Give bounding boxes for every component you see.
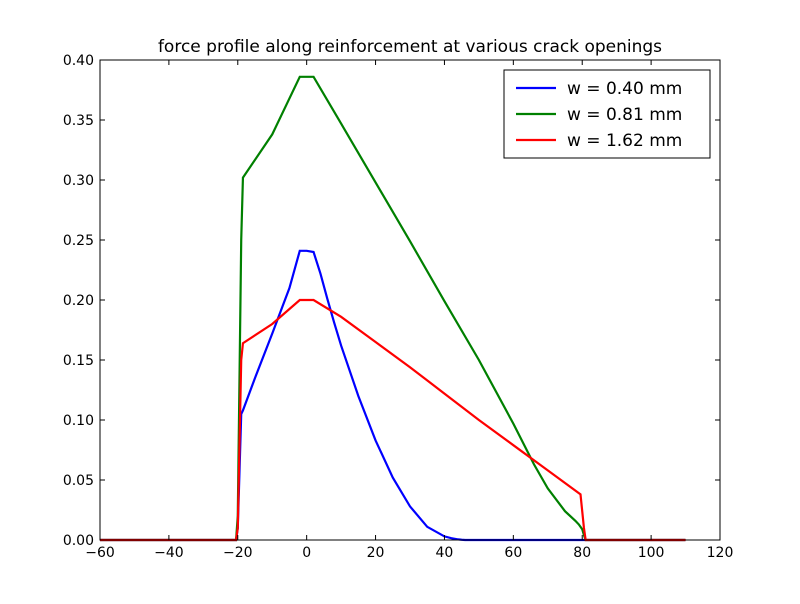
y-tick-label: 0.35 [63,113,94,129]
x-tick-labels: −60 −40 −20 0 20 40 60 80 100 120 [85,545,733,561]
y-tick-label: 0.25 [63,233,94,249]
y-tick-label: 0.30 [63,173,94,189]
series-line-3 [100,298,686,542]
chart-title: force profile along reinforcement at var… [158,37,662,57]
x-tick-label: −40 [154,545,184,561]
y-tick-label: 0.20 [63,293,94,309]
legend-label-3: w = 1.62 mm [567,131,682,151]
y-tick-labels: 0.00 0.05 0.10 0.15 0.20 0.25 0.30 0.35 0.40 [63,53,94,549]
y-tick-label: 0.40 [63,53,94,69]
tick-layer [99,59,721,541]
series-line-2 [100,75,686,542]
y-tick-label: 0.05 [63,473,94,489]
y-tick-label: 0.10 [63,413,94,429]
x-tick-label: 80 [573,545,591,561]
x-tick-label: −20 [223,545,253,561]
x-tick-label: 60 [504,545,522,561]
x-tick-label: 40 [436,545,454,561]
legend-label-2: w = 0.81 mm [567,105,682,125]
legend: w = 0.40 mm w = 0.81 mm w = 1.62 mm [503,69,711,159]
x-tick-label: 100 [638,545,665,561]
x-tick-label: 0 [302,545,311,561]
x-tick-label: −60 [85,545,115,561]
x-tick-label: 120 [707,545,734,561]
y-tick-label: 0.15 [63,353,94,369]
legend-label-1: w = 0.40 mm [567,79,682,99]
x-tick-label: 20 [367,545,385,561]
y-tick-label: 0.00 [63,533,94,549]
